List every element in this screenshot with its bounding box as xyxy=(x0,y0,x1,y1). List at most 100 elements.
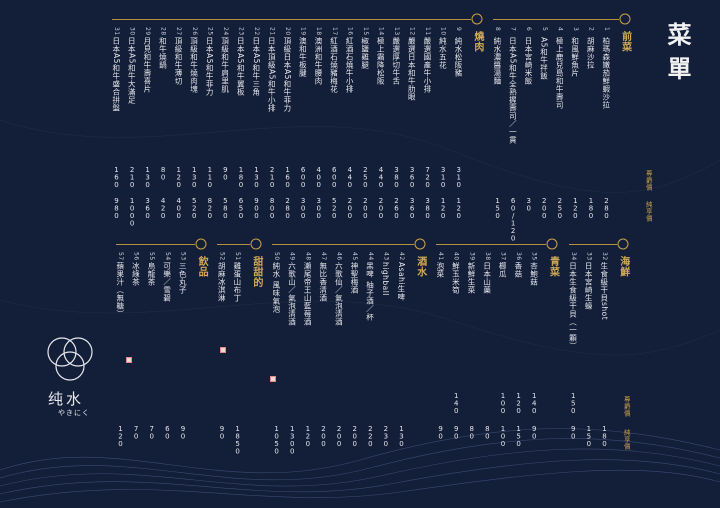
logo-sub: やきにく xyxy=(58,409,90,417)
item-price: 280 xyxy=(602,197,611,220)
item-name: 日本A5和牛翼板 xyxy=(236,37,246,96)
item-number: 23 xyxy=(237,27,245,36)
item-name: 澳洲和牛腰肉 xyxy=(313,37,323,85)
item-name: 極上鹿兒島和牛壽司 xyxy=(555,37,565,109)
item-name: 純水濃醬湯麵 xyxy=(492,37,502,85)
item-number: 4 xyxy=(556,27,564,32)
item-price: 180 xyxy=(236,166,245,189)
item-name: 泡菜 xyxy=(435,262,445,278)
item-name: 櫛瓜 xyxy=(498,262,508,278)
item-number: 24 xyxy=(221,27,229,36)
item-price: 1000 xyxy=(128,197,137,227)
item-number: 11 xyxy=(424,27,432,36)
item-name: 頂級和牛薄切 xyxy=(173,37,183,85)
item-name: 三色丸子 xyxy=(178,262,188,294)
item-price: 120 xyxy=(174,166,183,189)
item-price: 180 xyxy=(586,197,595,220)
item-number: 20 xyxy=(284,27,292,36)
item-price: 300 xyxy=(314,197,323,220)
item-price: 900 xyxy=(252,197,261,220)
section-icon xyxy=(471,13,483,25)
deco xyxy=(270,376,276,382)
item-name: 香菇 xyxy=(513,262,523,278)
item-name: 頂級日本A5和牛菲力 xyxy=(282,37,292,112)
price-label: 尊爵價 xyxy=(622,396,631,417)
item-price: 600 xyxy=(299,166,308,189)
section-icon xyxy=(546,238,558,250)
item-name: 椒鹽雞腿 xyxy=(360,37,370,69)
item-name: 胡麻冰淇淋 xyxy=(217,262,227,302)
item-number: 40 xyxy=(452,252,460,261)
menu-title: 菜單 xyxy=(663,22,692,90)
item-price: 200 xyxy=(361,197,370,220)
item-name: 烏龍茶 xyxy=(146,262,156,286)
item-price: 100 xyxy=(499,392,508,415)
item-price: 280 xyxy=(283,197,292,220)
item-number: 6 xyxy=(525,27,533,32)
item-price: 130 xyxy=(143,166,152,189)
section-icon xyxy=(414,238,426,250)
item-number: 10 xyxy=(439,27,447,36)
item-name: 可樂／雪碧 xyxy=(162,262,172,302)
item-price: 120 xyxy=(439,197,448,220)
item-number: 37 xyxy=(499,252,507,261)
item-price: 200 xyxy=(350,425,359,448)
item-price: 580 xyxy=(221,197,230,220)
item-number: 15 xyxy=(361,27,369,36)
item-name: 神聖梅酒 xyxy=(349,262,359,294)
item-number: 3 xyxy=(571,27,579,32)
section-icon xyxy=(619,13,631,25)
item-price: 90 xyxy=(221,166,230,181)
item-price: 820 xyxy=(205,197,214,220)
item-number: 28 xyxy=(159,27,167,36)
item-name: 月見和牛壽喜片 xyxy=(142,37,152,93)
price-label: 純享價 xyxy=(644,201,653,222)
item-number: 34 xyxy=(569,252,577,261)
item-name: 日本A5和牛菲力 xyxy=(205,37,215,96)
item-price: 800 xyxy=(268,197,277,220)
item-name: 純水五花 xyxy=(438,37,448,69)
item-number: 31 xyxy=(113,27,120,36)
item-name: 六歌仙／氣泡清酒 xyxy=(334,262,344,326)
item-name: Asahi生啤 xyxy=(396,262,406,301)
item-price: 420 xyxy=(159,197,168,220)
item-name: 頂級和牛燒肉塊 xyxy=(189,37,199,93)
item-price: 650 xyxy=(236,197,245,220)
item-price: 30 xyxy=(524,197,533,212)
item-price: 360 xyxy=(408,197,417,220)
item-number: 18 xyxy=(315,27,323,36)
item-number: 55 xyxy=(148,252,156,261)
section-icon xyxy=(195,238,207,250)
section-heading: 青菜 xyxy=(547,256,559,277)
item-number: 7 xyxy=(509,27,517,32)
item-name: 柏瑪森嫩茄鮮蝦沙拉 xyxy=(601,37,611,109)
item-number: 25 xyxy=(206,27,214,36)
item-number: 45 xyxy=(351,252,359,261)
item-price: 130 xyxy=(397,425,406,448)
item-name: 冰綠茶 xyxy=(131,262,141,286)
item-price: 1300 xyxy=(288,425,297,455)
item-price: 260 xyxy=(392,197,401,220)
item-price: 200 xyxy=(335,425,344,448)
item-number: 39 xyxy=(468,252,476,261)
item-price: 90 xyxy=(178,425,187,440)
item-number: 1 xyxy=(603,27,610,32)
item-price: 80 xyxy=(159,166,168,181)
item-number: 27 xyxy=(175,27,183,36)
item-number: 5 xyxy=(540,27,548,32)
item-number: 29 xyxy=(144,27,152,36)
item-price: 110 xyxy=(205,166,214,189)
item-price: 200 xyxy=(345,197,354,220)
item-name: 日本A5和牛三角 xyxy=(251,37,261,96)
item-price: 160 xyxy=(112,166,121,189)
item-name: 日本山藥 xyxy=(482,262,492,294)
item-price: 150 xyxy=(514,425,523,448)
section-heading: 甜甜的 xyxy=(250,256,262,288)
item-price: 220 xyxy=(366,425,375,448)
item-number: 53 xyxy=(179,252,187,261)
item-number: 41 xyxy=(437,252,445,261)
section-rule xyxy=(568,244,617,245)
price-label: 純享價 xyxy=(622,429,631,450)
item-name: 日本A5和牛盛合拼盤 xyxy=(111,37,121,112)
item-number: 16 xyxy=(346,27,354,36)
